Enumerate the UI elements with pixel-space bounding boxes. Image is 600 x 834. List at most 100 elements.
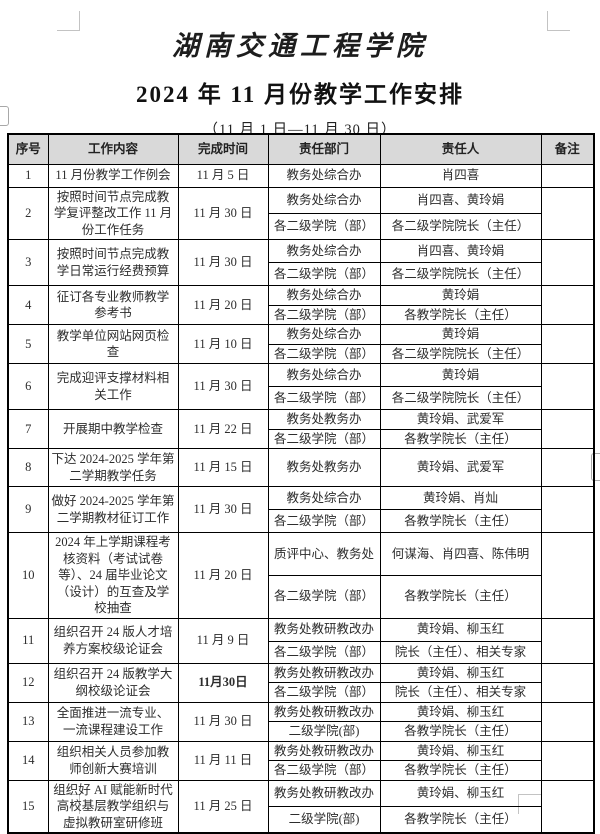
cell-dept: 教务处教研教改办 xyxy=(267,662,381,683)
table-header-row: 序号 工作内容 完成时间 责任部门 责任人 备注 xyxy=(7,133,595,165)
cell-dept: 教务处教务办 xyxy=(267,409,381,430)
cell-dept: 教务处教研教改办 xyxy=(267,701,381,722)
table-row: 9 做好 2024-2025 学年第二学期教材征订工作 11 月 30 日教务处综合… xyxy=(7,486,595,533)
cell-dept: 教务处综合办 xyxy=(267,186,381,214)
cell-time: 11 月 15 日 xyxy=(177,448,269,487)
table-row: 6 完成迎评支撑材料相关工作 11 月 30 日教务处综合办 黄玲娟 xyxy=(7,363,595,410)
cell-person: 肖四喜、黄玲娟 xyxy=(379,239,542,263)
cell-time: 11 月 30 日 xyxy=(177,239,269,286)
work-schedule-table: 序号 工作内容 完成时间 责任部门 责任人 备注 1 11 月份教学工作例会 11 … xyxy=(7,133,595,834)
table-row: 15 组织好 AI 赋能新时代高校基层教学组织与虚拟教研室研修班 11 月 25 日… xyxy=(7,779,595,834)
cell-person: 黄玲娟、柳玉红 xyxy=(379,701,542,722)
cell-content: 教学单位网站网页检查 xyxy=(47,324,179,364)
cell-no: 4 xyxy=(7,285,49,325)
cell-no: 9 xyxy=(7,486,49,533)
cell-content: 按照时间节点完成教学日常运行经费预算 xyxy=(47,239,179,286)
cell-person: 黄玲娟 xyxy=(379,324,542,345)
cell-person: 各教学院长（主任） xyxy=(379,721,542,742)
cell-content: 11 月份教学工作例会 xyxy=(47,163,179,188)
cell-person: 各教学院长（主任） xyxy=(379,760,542,781)
cell-note xyxy=(540,740,595,781)
cell-dept: 二级学院(部) xyxy=(267,721,381,742)
cell-dept: 教务处教研教改办 xyxy=(267,779,381,807)
cell-note xyxy=(540,186,595,240)
table-row: 1 11 月份教学工作例会 11 月 5 日教务处综合办 肖四喜 xyxy=(7,163,595,188)
cell-no: 15 xyxy=(7,779,49,834)
cell-dept: 各二级学院（部） xyxy=(267,304,381,325)
cell-person: 肖四喜 xyxy=(379,163,542,188)
table-row: 二级学院(部) 各教学院长（主任） xyxy=(8,721,594,742)
cell-no: 3 xyxy=(7,239,49,286)
cell-no: 2 xyxy=(7,186,49,240)
cell-content: 组织相关人员参加教师创新大赛培训 xyxy=(47,740,179,781)
cell-dept: 各二级学院（部） xyxy=(267,574,381,619)
cell-person: 黄玲娟、柳玉红 xyxy=(379,617,542,642)
cell-person: 各二级学院院长（主任） xyxy=(379,212,542,241)
table-row: 各二级学院（部） 各二级学院院长（主任） xyxy=(8,386,594,410)
cell-content: 做好 2024-2025 学年第二学期教材征订工作 xyxy=(47,486,179,533)
cell-no: 13 xyxy=(7,701,49,742)
table-row: 7 开展期中教学检查 11 月 22 日教务处教务办 黄玲娟、武爱军 xyxy=(7,409,595,449)
cell-content: 开展期中教学检查 xyxy=(47,409,179,449)
table-row: 各二级学院（部） 各教学院长（主任） xyxy=(8,304,594,325)
cell-no: 5 xyxy=(7,324,49,364)
cell-content: 组织召开 24 版教学大纲校级论证会 xyxy=(47,662,179,703)
table-row: 各二级学院（部） 院长（主任）、相关专家 xyxy=(8,640,594,664)
table-row: 各二级学院（部） 院长（主任）、相关专家 xyxy=(8,682,594,703)
margin-crop-mark-top-left xyxy=(57,11,80,31)
cell-content: 2024 年上学期课程考核资料（考试试卷等）、24 届毕业论文（设计）的互查及学… xyxy=(47,532,179,619)
cell-dept: 教务处教研教改办 xyxy=(267,740,381,761)
page-subtitle: 2024 年 11 月份教学工作安排 xyxy=(136,82,464,107)
cell-person: 各教学院长（主任） xyxy=(379,806,542,834)
cell-dept: 教务处综合办 xyxy=(267,324,381,345)
cell-time: 11 月 9 日 xyxy=(177,617,269,664)
header-note: 备注 xyxy=(540,133,595,165)
cell-time: 11 月 20 日 xyxy=(177,532,269,619)
cell-person: 各二级学院院长（主任） xyxy=(379,343,542,364)
cell-dept: 教务处综合办 xyxy=(267,239,381,263)
cell-time: 11 月 25 日 xyxy=(177,779,269,834)
table-row: 4 征订各专业教师教学参考书 11 月 20 日教务处综合办 黄玲娟 xyxy=(7,285,595,325)
cell-time: 11 月 20 日 xyxy=(177,285,269,325)
table-header: 序号 工作内容 完成时间 责任部门 责任人 备注 xyxy=(7,133,595,165)
table-row: 各二级学院（部） 各二级学院院长（主任） xyxy=(8,262,594,286)
cell-time: 11 月 30 日 xyxy=(177,486,269,533)
cell-content: 下达 2024-2025 学年第二学期教学任务 xyxy=(47,448,179,487)
cell-content: 组织好 AI 赋能新时代高校基层教学组织与虚拟教研室研修班 xyxy=(47,779,179,834)
cell-person: 黄玲娟、武爱军 xyxy=(379,448,542,487)
table-row: 各二级学院（部） 各二级学院院长（主任） xyxy=(8,343,594,364)
cell-dept: 各二级学院（部） xyxy=(267,428,381,449)
table-row: 10 2024 年上学期课程考核资料（考试试卷等）、24 届毕业论文（设计）的互查… xyxy=(7,532,595,619)
table-row: 14 组织相关人员参加教师创新大赛培训 11 月 11 日教务处教研教改办 黄玲娟、柳… xyxy=(7,740,595,781)
cell-note xyxy=(540,486,595,533)
cell-no: 11 xyxy=(7,617,49,664)
cell-person: 院长（主任）、相关专家 xyxy=(379,640,542,664)
page-title: 湖南交通工程学院 xyxy=(172,31,428,61)
cell-no: 8 xyxy=(7,448,49,487)
cell-note xyxy=(540,532,595,619)
cell-dept: 各二级学院（部） xyxy=(267,343,381,364)
cell-dept: 各二级学院（部） xyxy=(267,509,381,533)
cell-content: 征订各专业教师教学参考书 xyxy=(47,285,179,325)
cell-time: 11 月 30 日 xyxy=(177,363,269,410)
cell-note xyxy=(540,662,595,703)
cell-dept: 各二级学院（部） xyxy=(267,212,381,241)
cell-dept: 各二级学院（部） xyxy=(267,760,381,781)
cell-content: 按照时间节点完成教学复评整改工作 11 月份工作任务 xyxy=(47,186,179,240)
table-row: 8 下达 2024-2025 学年第二学期教学任务 11 月 15 日教务处教务办黄… xyxy=(7,448,595,487)
cell-person: 黄玲娟、肖灿 xyxy=(379,486,542,510)
table-row: 各二级学院（部） 各教学院长（主任） xyxy=(8,428,594,449)
cell-no: 1 xyxy=(7,163,49,188)
cell-person: 各二级学院院长（主任） xyxy=(379,262,542,286)
table-body: 1 11 月份教学工作例会 11 月 5 日教务处综合办 肖四喜 2 按照时间节点完成教学… xyxy=(7,163,595,834)
cell-dept: 各二级学院（部） xyxy=(267,640,381,664)
cell-person: 各教学院长（主任） xyxy=(379,428,542,449)
cell-note xyxy=(540,324,595,364)
left-margin-marker[interactable] xyxy=(0,106,9,126)
cell-note xyxy=(540,617,595,664)
header-no: 序号 xyxy=(7,133,49,165)
cell-time: 11 月 11 日 xyxy=(177,740,269,781)
table-row: 各二级学院（部） 各教学院长（主任） xyxy=(8,509,594,533)
cell-note xyxy=(540,701,595,742)
cell-person: 院长（主任）、相关专家 xyxy=(379,682,542,703)
